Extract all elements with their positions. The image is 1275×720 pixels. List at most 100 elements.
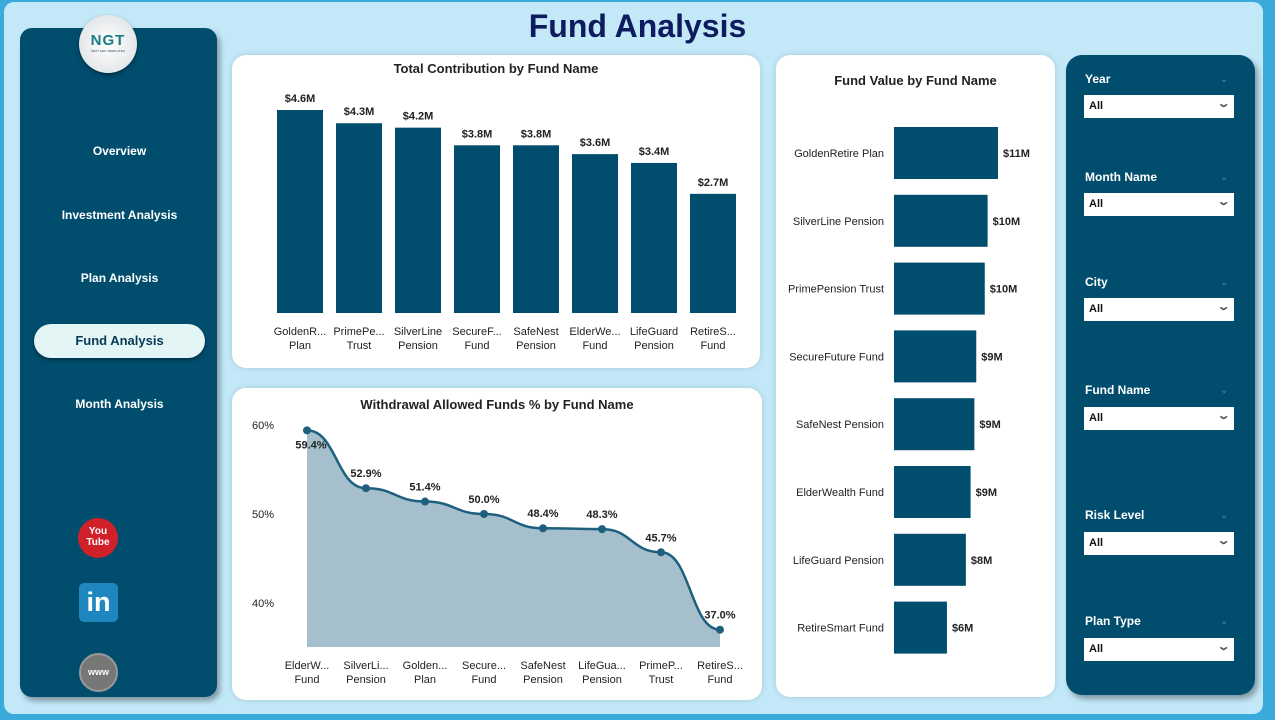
filter-dropdown-month-name[interactable]: All ⌄ <box>1084 193 1234 216</box>
x-tick-label: Fund <box>471 674 496 686</box>
x-tick-label: Pension <box>523 674 563 686</box>
fund-value-bar <box>894 194 988 247</box>
globe-icon[interactable]: www <box>79 653 118 692</box>
chevron-down-icon[interactable]: ⌄ <box>1220 510 1229 521</box>
data-point <box>303 426 311 435</box>
x-tick-label: Fund <box>707 674 732 686</box>
filter-dropdown-risk-level[interactable]: All ⌄ <box>1084 532 1234 555</box>
withdrawal-chart-card: Withdrawal Allowed Funds % by Fund Name … <box>232 388 762 700</box>
chevron-down-icon[interactable]: ⌄ <box>1220 616 1229 627</box>
x-tick-label: RetireS... <box>690 326 736 338</box>
x-tick-label: Fund <box>294 674 319 686</box>
filter-label-city: City <box>1085 275 1108 289</box>
nav-investment-analysis[interactable]: Investment Analysis <box>61 208 178 222</box>
nav-overview[interactable]: Overview <box>92 144 147 158</box>
chevron-down-icon: ⌄ <box>1216 641 1231 653</box>
chevron-down-icon: ⌄ <box>1216 98 1231 110</box>
data-label: $9M <box>981 351 1002 363</box>
data-point <box>716 625 724 634</box>
x-tick-label: LifeGua... <box>578 660 626 672</box>
x-tick-label: GoldenR... <box>274 326 327 338</box>
filter-dropdown-plan-type[interactable]: All ⌄ <box>1084 638 1234 661</box>
chevron-down-icon: ⌄ <box>1216 301 1231 313</box>
y-tick-label: 60% <box>252 420 274 432</box>
data-label: $11M <box>1003 148 1030 160</box>
filter-panel <box>1066 55 1255 695</box>
logo-text: NGT <box>90 32 126 49</box>
nav-plan-analysis[interactable]: Plan Analysis <box>80 271 159 285</box>
x-tick-label: Fund <box>582 340 607 352</box>
x-tick-label: Secure... <box>462 660 506 672</box>
fund-value-chart-card: Fund Value by Fund Name GoldenRetire Pla… <box>776 55 1055 697</box>
filter-label-risk-level: Risk Level <box>1085 508 1145 522</box>
data-label: $9M <box>976 487 997 499</box>
data-label: $3.4M <box>639 146 670 158</box>
x-tick-label: ElderW... <box>285 660 330 672</box>
x-tick-label: Pension <box>398 340 438 352</box>
x-tick-label: SafeNest <box>520 660 565 672</box>
data-label: $2.7M <box>698 177 729 189</box>
nav-fund-analysis[interactable]: Fund Analysis <box>34 324 205 358</box>
y-tick-label: LifeGuard Pension <box>793 555 884 567</box>
contribution-bar <box>690 193 736 313</box>
filter-dropdown-year[interactable]: All ⌄ <box>1084 95 1234 118</box>
x-tick-label: Trust <box>649 674 674 686</box>
fund-value-bar <box>894 533 966 586</box>
chevron-down-icon[interactable]: ⌄ <box>1220 385 1229 396</box>
y-tick-label: 40% <box>252 598 274 610</box>
fund-value-bar <box>894 466 971 518</box>
x-tick-label: PrimePe... <box>333 326 384 338</box>
contribution-chart-title: Total Contribution by Fund Name <box>393 61 599 76</box>
x-tick-label: Fund <box>464 340 489 352</box>
y-tick-label: SafeNest Pension <box>796 419 884 431</box>
data-label: $10M <box>993 216 1021 228</box>
chevron-down-icon[interactable]: ⌄ <box>1220 277 1229 288</box>
linkedin-icon[interactable]: in <box>79 583 118 622</box>
fund-value-chart: GoldenRetire Plan $11M SilverLine Pension $… <box>788 127 1030 654</box>
data-label: $4.3M <box>344 106 375 118</box>
chevron-down-icon: ⌄ <box>1216 410 1231 422</box>
contribution-bar <box>631 162 677 313</box>
data-point <box>657 548 665 557</box>
contribution-chart: $4.6M GoldenR... Plan $4.3M PrimePe... Trust $… <box>274 93 736 352</box>
x-tick-label: SilverLi... <box>343 660 388 672</box>
logo-subtext: NEXT GEN TEMPLATES <box>91 49 125 53</box>
filter-value: All <box>1089 537 1104 549</box>
y-tick-label: 50% <box>252 509 274 521</box>
x-tick-label: Pension <box>634 340 674 352</box>
contribution-bar <box>454 145 500 313</box>
x-tick-label: PrimeP... <box>639 660 683 672</box>
fund-value-chart-title: Fund Value by Fund Name <box>834 73 997 88</box>
filter-dropdown-fund-name[interactable]: All ⌄ <box>1084 407 1234 430</box>
filter-dropdown-city[interactable]: All ⌄ <box>1084 298 1234 321</box>
data-label: 59.4% <box>295 439 326 451</box>
withdrawal-chart-title: Withdrawal Allowed Funds % by Fund Name <box>360 397 634 412</box>
data-label: 50.0% <box>468 494 499 506</box>
data-label: 48.4% <box>527 508 558 520</box>
x-tick-label: Plan <box>414 674 436 686</box>
fund-value-bar <box>894 601 947 654</box>
fund-value-bar <box>894 330 977 383</box>
x-tick-label: SilverLine <box>394 326 442 338</box>
filter-value: All <box>1089 100 1104 112</box>
contribution-bar <box>277 110 323 313</box>
x-tick-label: ElderWe... <box>569 326 620 338</box>
nav-month-analysis[interactable]: Month Analysis <box>75 397 164 411</box>
filter-label-month-name: Month Name <box>1085 170 1157 184</box>
y-tick-label: SecureFuture Fund <box>789 351 884 363</box>
data-label: $4.6M <box>285 93 316 105</box>
x-tick-label: SecureF... <box>452 326 502 338</box>
filter-label-year: Year <box>1085 72 1111 86</box>
filter-label-fund-name: Fund Name <box>1085 383 1151 397</box>
y-tick-label: PrimePension Trust <box>788 284 884 296</box>
chevron-down-icon[interactable]: ⌄ <box>1220 172 1229 183</box>
fund-value-bar <box>894 262 985 315</box>
data-label: 37.0% <box>704 610 735 622</box>
youtube-icon[interactable]: You Tube <box>78 518 118 558</box>
data-label: 52.9% <box>350 468 381 480</box>
data-label: $10M <box>990 284 1018 296</box>
data-point <box>598 525 606 534</box>
y-tick-label: SilverLine Pension <box>793 216 884 228</box>
chevron-down-icon[interactable]: ⌄ <box>1220 74 1229 85</box>
withdrawal-chart: 60% 50% 40% 59.4% ElderW... Fund 52.9% SilverLi… <box>252 420 743 686</box>
